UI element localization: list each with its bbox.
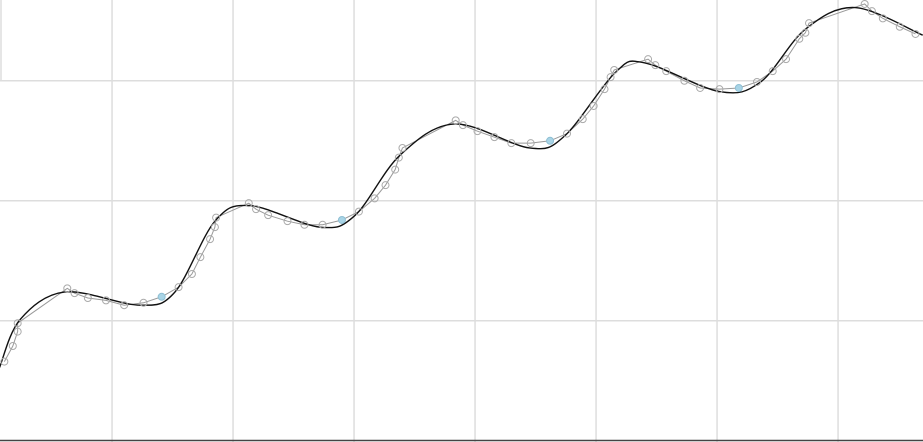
- sample-point: [83, 293, 92, 302]
- sample-point: [370, 194, 379, 203]
- highlighted-point: [337, 215, 346, 224]
- sample-point: [589, 101, 598, 110]
- sample-point: [283, 217, 292, 226]
- sample-point: [354, 207, 363, 216]
- sample-point: [394, 153, 403, 162]
- sample-point: [318, 220, 327, 229]
- sample-point: [391, 165, 400, 174]
- sample-point: [782, 55, 791, 64]
- sample-point: [878, 14, 887, 23]
- sample-point: [600, 85, 609, 94]
- sample-point: [13, 327, 22, 336]
- sample-point: [252, 205, 261, 214]
- sample-point: [101, 296, 110, 305]
- sample-point: [715, 85, 724, 94]
- sample-point: [206, 235, 215, 244]
- sample-point: [768, 67, 777, 76]
- sample-point: [490, 133, 499, 142]
- sample-point: [795, 34, 804, 43]
- sample-point: [752, 77, 761, 86]
- sample-point: [196, 253, 205, 262]
- sample-point: [187, 269, 196, 278]
- sample-point: [662, 67, 671, 76]
- fit-curve-layer: [0, 6, 923, 368]
- sample-point: [13, 319, 22, 328]
- sample-point: [507, 139, 516, 148]
- sample-point: [644, 55, 653, 64]
- sample-point: [606, 73, 615, 82]
- sample-point: [473, 127, 482, 136]
- highlighted-point: [734, 83, 743, 92]
- highlighted-point: [546, 136, 555, 145]
- sample-point: [696, 83, 705, 92]
- sample-polyline: [3, 3, 916, 362]
- sample-point: [8, 341, 17, 350]
- sample-point: [244, 199, 253, 208]
- sample-point: [801, 28, 810, 37]
- sample-point: [578, 115, 587, 124]
- sample-point: [210, 223, 219, 232]
- sample-point: [0, 357, 9, 366]
- fit-curve: [0, 6, 923, 368]
- sample-point: [264, 211, 273, 220]
- highlighted-point: [157, 292, 166, 301]
- sample-point: [212, 213, 221, 222]
- sample-point: [860, 0, 869, 8]
- sample-point: [680, 76, 689, 85]
- sample-point: [381, 181, 390, 190]
- sample-point: [526, 139, 535, 148]
- sample-point: [174, 283, 183, 292]
- sample-point: [120, 301, 129, 310]
- sample-point: [610, 65, 619, 74]
- sample-point: [895, 22, 904, 31]
- sample-point: [651, 61, 660, 70]
- sample-point: [805, 19, 814, 28]
- sample-point: [458, 121, 467, 130]
- sample-point: [63, 284, 72, 293]
- sample-point: [398, 143, 407, 152]
- sample-point: [300, 220, 309, 229]
- sample-point: [139, 298, 148, 307]
- sample-point: [70, 289, 79, 298]
- sample-point: [911, 29, 920, 38]
- sample-points-layer: [0, 0, 920, 366]
- sample-point: [867, 7, 876, 16]
- sample-point: [563, 129, 572, 138]
- sample-point: [451, 116, 460, 125]
- sample-polyline-layer: [3, 3, 916, 362]
